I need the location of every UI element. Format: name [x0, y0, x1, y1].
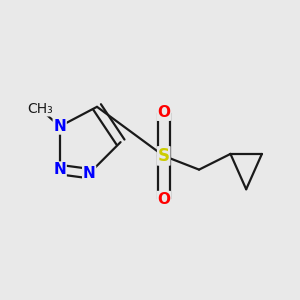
- Text: N: N: [53, 119, 66, 134]
- Text: O: O: [157, 105, 170, 120]
- Text: N: N: [53, 162, 66, 177]
- Text: S: S: [158, 147, 170, 165]
- Text: O: O: [157, 192, 170, 207]
- Text: N: N: [83, 166, 95, 181]
- Text: CH₃: CH₃: [27, 102, 53, 116]
